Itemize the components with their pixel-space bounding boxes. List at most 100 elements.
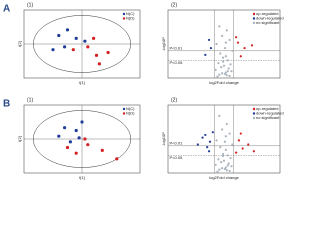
point [229,63,232,66]
point [214,68,217,71]
point [215,42,218,46]
point [80,120,84,124]
point [209,46,213,50]
point [207,38,211,42]
point [83,137,87,141]
point [231,143,234,146]
point [230,70,233,73]
legend-marker [252,12,256,16]
legend-label: N(C) [126,11,135,16]
point [74,128,78,133]
y-axis-label: -log10P [161,132,166,146]
point [86,143,90,147]
point [216,75,219,78]
point [218,73,221,76]
point [221,128,224,131]
y-axis-label: t[2] [17,41,22,47]
point [250,44,254,47]
threshold-label: P<0.05 [170,155,184,160]
point [201,136,204,139]
legend-label: no significant [256,115,280,120]
legend-label: up-regulated [256,11,278,16]
point [220,66,223,69]
subplot-label: (2) [171,97,177,103]
point [228,132,231,135]
point [235,151,238,154]
threshold-label: P<0.05 [170,60,184,65]
point [65,28,70,32]
point [92,36,96,40]
point [239,55,242,58]
point [219,52,222,55]
point [230,165,233,168]
point [218,168,221,171]
point [237,139,241,142]
point [224,135,227,138]
point [208,140,212,143]
point [225,122,228,126]
point [74,36,78,40]
legend-marker [252,116,256,120]
legend-label: down-regulated [256,111,284,116]
point [225,74,228,77]
point [106,50,110,55]
point [223,46,227,50]
legend-label: down-regulated [256,16,284,21]
x-axis-label: log2Fold change [209,175,239,180]
point [214,163,217,166]
point [227,162,230,165]
point [228,74,231,78]
point [196,143,199,146]
point [74,151,78,155]
point [218,114,221,117]
point [206,146,209,149]
point [239,132,242,135]
confidence-ellipse [33,110,131,168]
figure: A B (1)t[1]t[2]N(C)N(D)(2)log2Fold chang… [3,2,284,180]
point [247,143,250,146]
point [241,147,244,150]
legend-marker [252,17,256,20]
point [228,38,231,42]
legend-label: N(D) [126,111,135,116]
point [236,41,240,44]
point [227,67,230,70]
point [97,62,101,66]
point [221,152,225,156]
point [83,39,87,43]
subplot-label: (2) [171,2,177,8]
point [229,156,232,160]
point [57,134,61,138]
point [221,60,225,63]
point [223,167,227,171]
point [224,41,227,44]
point [57,33,61,38]
point [207,150,211,153]
point [221,167,224,170]
point [228,169,231,173]
legend-marker [122,107,126,111]
point [221,56,225,59]
legend-marker [252,107,256,111]
point [225,169,228,172]
point [63,45,67,49]
point [94,53,99,57]
point [216,170,219,173]
subplot-label: (1) [27,2,33,8]
point [231,49,234,52]
x-axis-label: log2Fold change [209,80,239,85]
point [100,148,104,152]
legend-marker [252,21,256,25]
point [217,158,220,161]
x-axis-label: t[1] [79,80,85,85]
point [115,157,119,161]
point [226,70,229,73]
point [68,140,72,144]
point [222,159,226,162]
legend-label: N(D) [126,16,135,21]
panel-label: A [3,4,10,15]
point [220,161,223,164]
legend-marker [122,112,126,115]
subplot-label: (1) [27,97,33,103]
point [223,140,227,143]
